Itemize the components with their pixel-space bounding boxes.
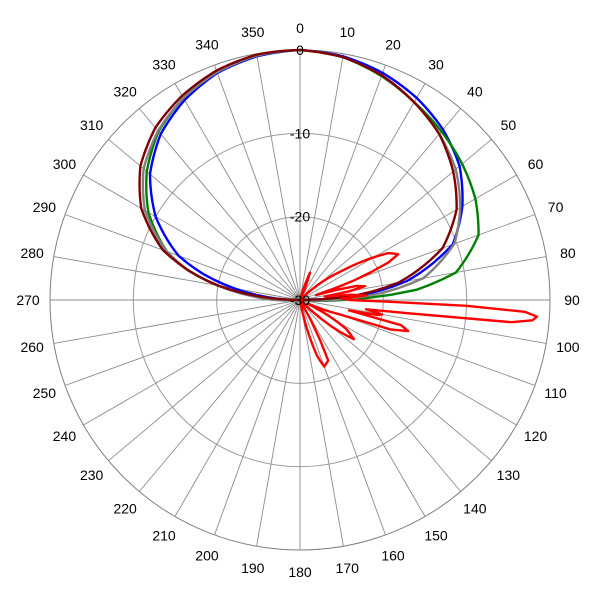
angle-label-70: 70: [548, 199, 564, 215]
grid-spoke: [174, 299, 301, 517]
angle-label-180: 180: [288, 564, 312, 580]
grid-spoke: [299, 299, 462, 492]
grid-spoke: [214, 299, 301, 536]
grid-spoke: [138, 108, 301, 301]
angle-label-340: 340: [195, 36, 219, 52]
angle-label-220: 220: [113, 500, 137, 516]
angle-label-30: 30: [428, 56, 444, 72]
radial-tick-label: 0: [296, 42, 304, 58]
angle-label-150: 150: [424, 528, 448, 544]
angle-label-290: 290: [33, 199, 57, 215]
grid-spoke: [299, 83, 426, 301]
grid-spoke: [299, 108, 462, 301]
angle-label-40: 40: [467, 84, 483, 100]
angle-label-200: 200: [195, 548, 219, 564]
angle-label-260: 260: [20, 339, 44, 355]
grid-spoke: [299, 299, 386, 536]
angle-label-320: 320: [113, 84, 137, 100]
grid-spoke: [299, 174, 517, 301]
angle-label-140: 140: [463, 500, 487, 516]
angle-label-90: 90: [564, 292, 580, 308]
angle-label-60: 60: [528, 156, 544, 172]
grid-spoke: [108, 299, 301, 462]
grid-spoke: [299, 299, 344, 547]
grid-spoke: [64, 214, 301, 301]
angle-label-100: 100: [556, 339, 580, 355]
angle-label-300: 300: [53, 156, 77, 172]
grid-spoke: [138, 299, 301, 492]
angle-label-250: 250: [33, 385, 57, 401]
angle-labels: 0 10 20 30 40 50 60 70 80 90 100 110 120 130 140 150 160…: [16, 20, 580, 580]
grid-spoke: [53, 299, 301, 344]
grid-spoke: [64, 299, 301, 386]
angle-label-50: 50: [501, 117, 517, 133]
grid-spoke: [83, 174, 301, 301]
radial-tick-label: -20: [290, 209, 310, 225]
angle-label-20: 20: [385, 36, 401, 52]
angle-label-230: 230: [80, 467, 104, 483]
grid-spoke: [214, 64, 301, 301]
angle-label-310: 310: [80, 117, 104, 133]
radial-tick-labels: 0 -10 -20 -30: [290, 42, 310, 308]
radial-tick-label: -30: [290, 292, 310, 308]
angle-label-10: 10: [339, 24, 355, 40]
angle-label-350: 350: [241, 24, 265, 40]
grid-spoke: [299, 64, 386, 301]
angle-label-0: 0: [296, 20, 304, 36]
grid-spoke: [174, 83, 301, 301]
angle-label-120: 120: [524, 428, 548, 444]
grid-spoke: [83, 299, 301, 426]
angle-label-240: 240: [53, 428, 77, 444]
grid-spoke: [53, 256, 301, 301]
angle-label-170: 170: [336, 560, 360, 576]
angle-label-130: 130: [497, 467, 521, 483]
angle-label-330: 330: [152, 56, 176, 72]
radial-tick-label: -10: [290, 125, 310, 141]
angle-label-190: 190: [241, 560, 265, 576]
angle-label-110: 110: [544, 385, 567, 401]
series-line-5: [298, 251, 539, 368]
angle-label-280: 280: [20, 245, 44, 261]
angle-label-80: 80: [560, 245, 576, 261]
series-line-4: [138, 48, 458, 302]
angle-label-160: 160: [381, 548, 405, 564]
grid-spoke: [299, 53, 344, 301]
angle-label-210: 210: [152, 528, 176, 544]
grid-spoke: [256, 299, 301, 547]
grid-spoke: [256, 53, 301, 301]
grid-spoke: [299, 299, 547, 344]
grid-spoke: [299, 299, 426, 517]
series-layer: [138, 48, 539, 368]
angle-label-270: 270: [16, 292, 40, 308]
